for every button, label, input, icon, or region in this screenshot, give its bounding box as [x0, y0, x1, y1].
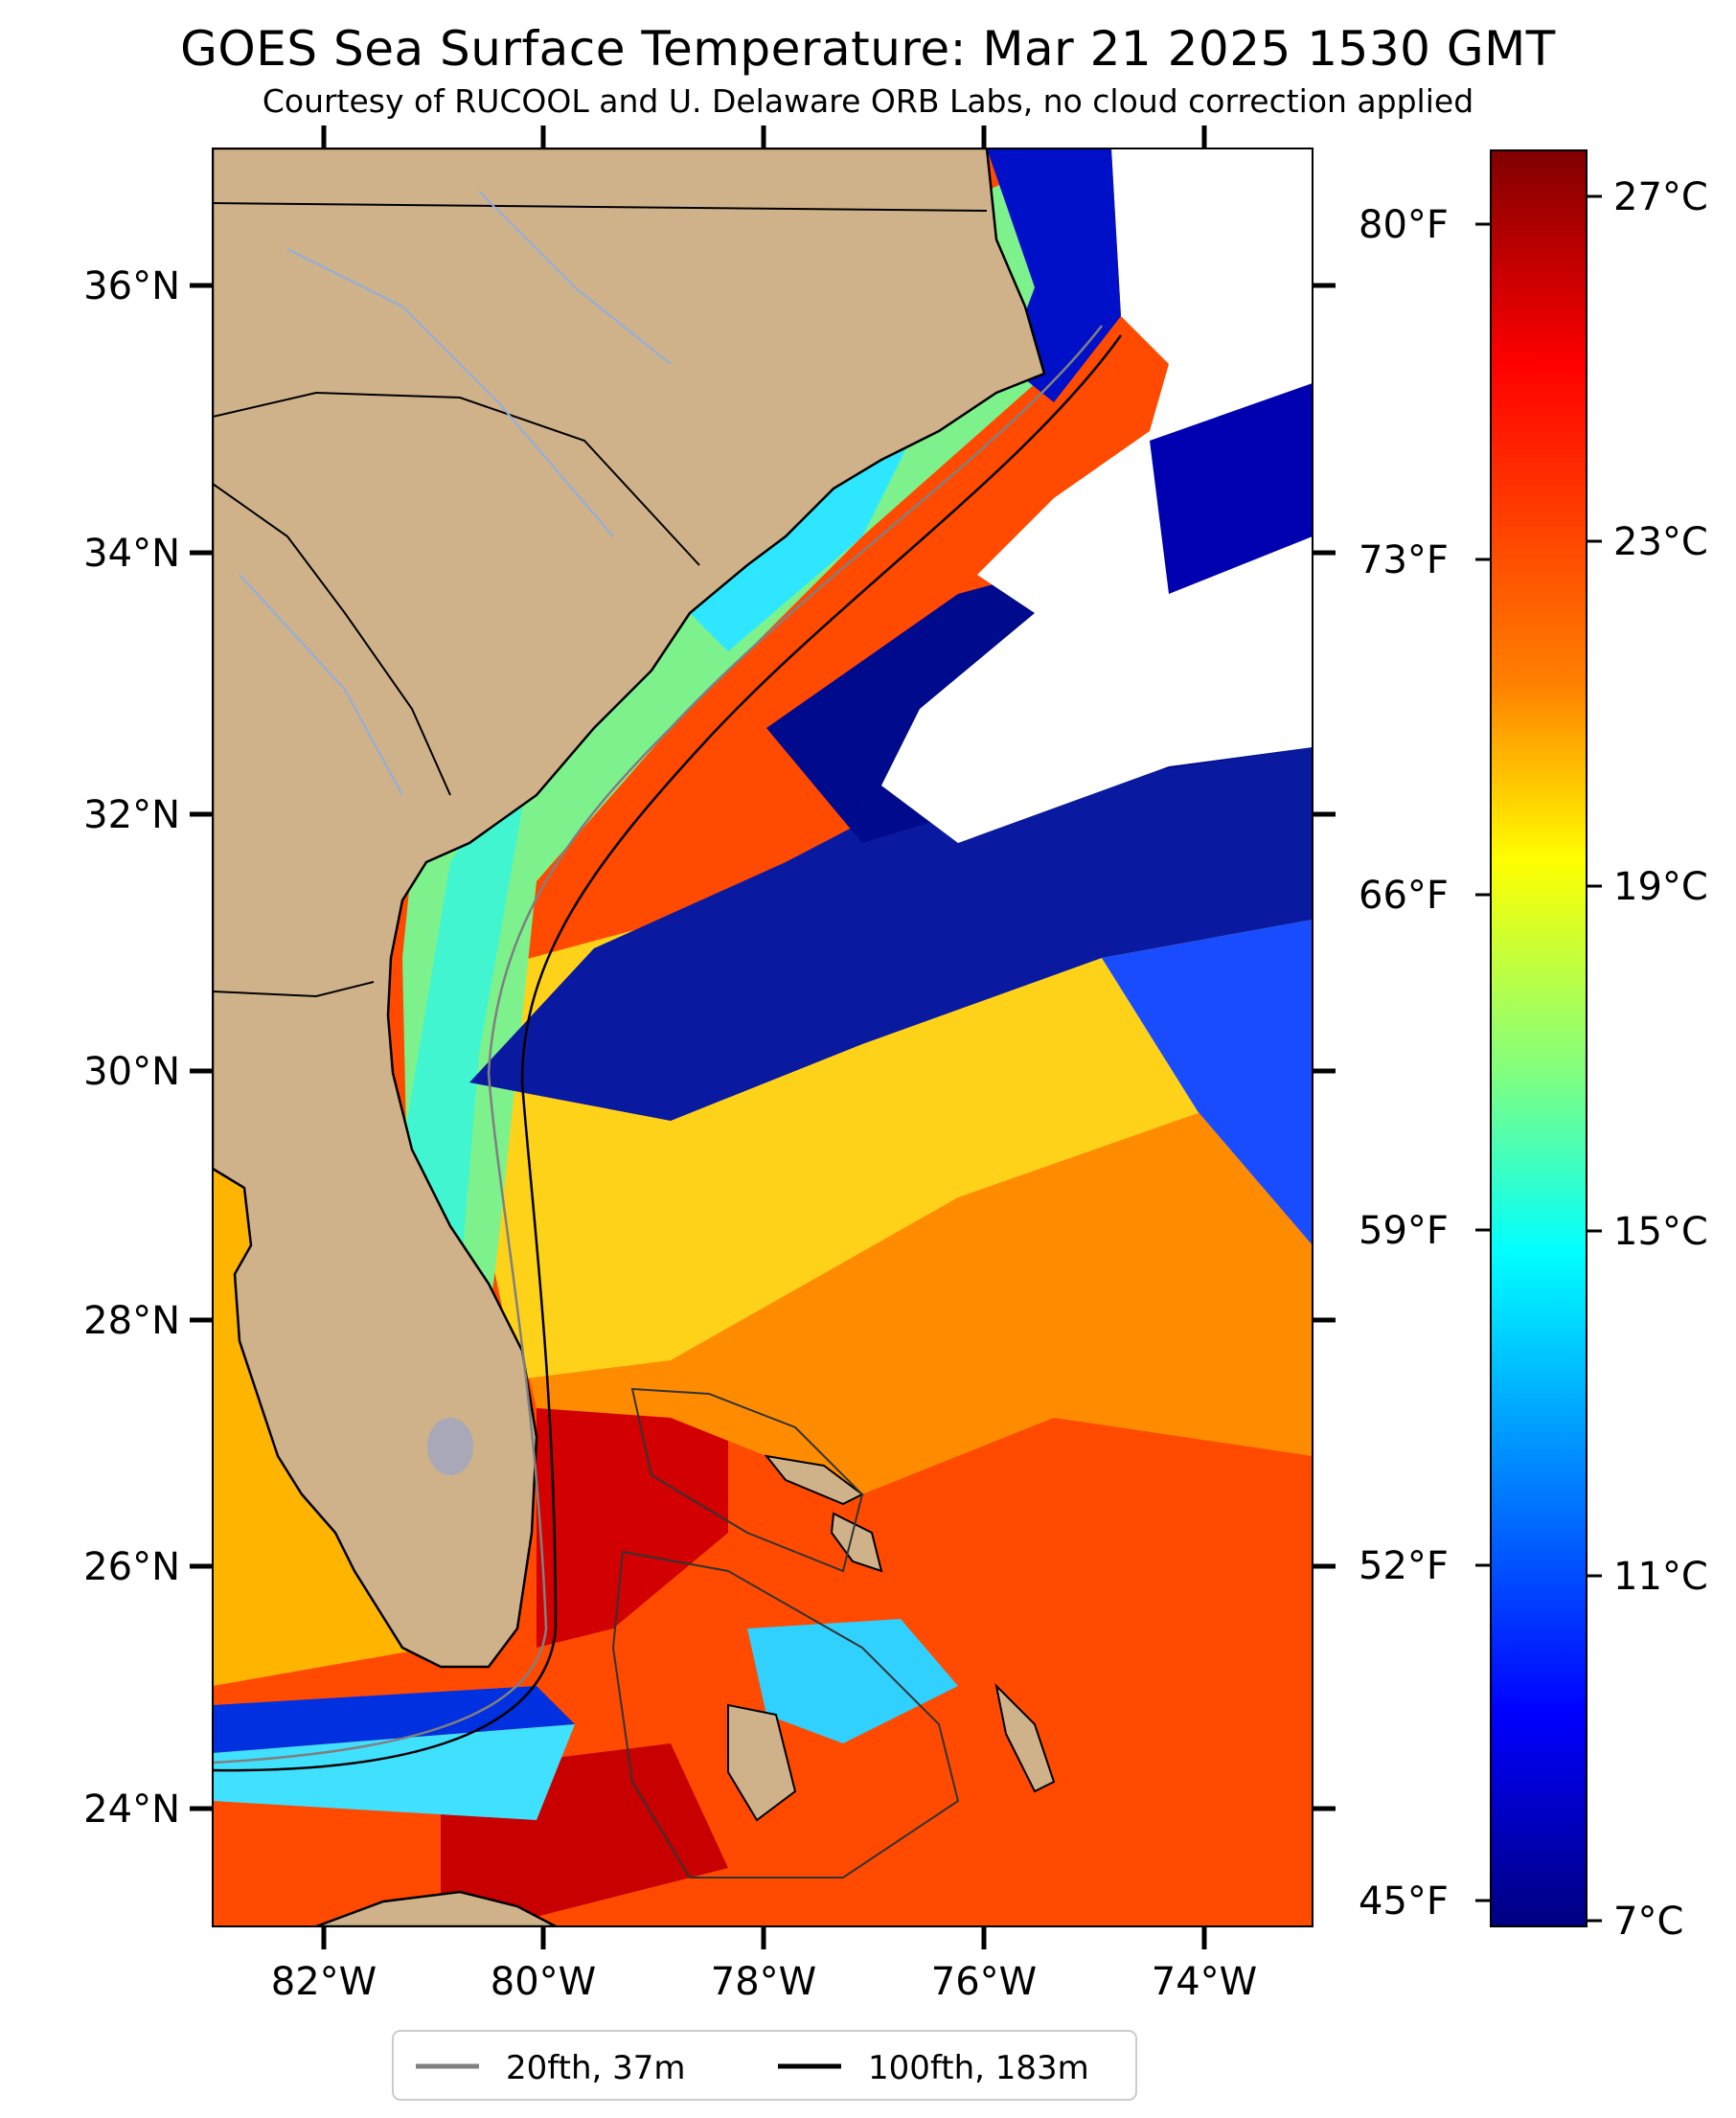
- legend-label-20fth: 20fth, 37m: [506, 2049, 686, 2087]
- contour-20fth: [213, 325, 1103, 1765]
- fahrenheit-label: 73°F: [1359, 538, 1449, 582]
- legend-label-100fth: 100fth, 183m: [868, 2049, 1089, 2087]
- legend: 20fth, 37m 100fth, 183m: [392, 2030, 1137, 2101]
- lake-okeechobee: [427, 1418, 473, 1475]
- lat-label: 26°N: [83, 1545, 180, 1589]
- river: [239, 574, 403, 796]
- lat-label: 34°N: [83, 532, 180, 576]
- sst-region-blue: [1102, 920, 1313, 1245]
- lat-label: 30°N: [83, 1050, 180, 1094]
- cloud-mask: [881, 148, 1313, 843]
- fahrenheit-label: 52°F: [1359, 1544, 1449, 1588]
- contour-100fth: [213, 334, 1123, 1772]
- sst-region-straits: [213, 1724, 575, 1820]
- celsius-label: 11°C: [1613, 1555, 1708, 1599]
- lon-label: 74°W: [1152, 1960, 1257, 2004]
- lon-label: 82°W: [271, 1960, 377, 2004]
- land-abaco: [830, 1512, 883, 1573]
- fahrenheit-label: 66°F: [1359, 874, 1449, 918]
- fahrenheit-label: 80°F: [1359, 203, 1449, 247]
- celsius-ticks: [1587, 194, 1602, 1923]
- celsius-label: 23°C: [1613, 520, 1708, 564]
- celsius-label: 27°C: [1613, 175, 1708, 219]
- celsius-label: 19°C: [1613, 865, 1708, 909]
- celsius-label: 15°C: [1613, 1210, 1708, 1254]
- land-grand-bahama: [764, 1454, 864, 1506]
- sst-region-bahamas-cyan: [747, 1619, 958, 1743]
- lat-ticks: [190, 283, 1336, 1811]
- state-border: [213, 483, 451, 796]
- land-eleuthera: [994, 1682, 1056, 1793]
- chart-subtitle: Courtesy of RUCOOL and U. Delaware ORB L…: [262, 82, 1474, 120]
- state-border: [213, 391, 700, 566]
- state-border: [213, 981, 375, 998]
- sst-region-straits-cold: [213, 1686, 575, 1753]
- fahrenheit-label: 59°F: [1359, 1209, 1449, 1253]
- lat-label: 24°N: [83, 1788, 180, 1832]
- sst-region-cold-plume: [469, 728, 1313, 1121]
- river: [478, 191, 672, 365]
- lat-label: 32°N: [83, 793, 180, 837]
- land-us-southeast: [213, 148, 1046, 1669]
- lat-label: 36°N: [83, 264, 180, 308]
- fahrenheit-label: 45°F: [1359, 1879, 1449, 1924]
- sst-region-cold-north: [1150, 383, 1313, 594]
- lon-ticks: [321, 125, 1207, 1949]
- lon-label: 78°W: [711, 1960, 816, 2004]
- sst-region-deep-red: [537, 1399, 728, 1648]
- contour-100fth: [611, 1550, 960, 1879]
- river: [286, 248, 614, 537]
- celsius-label: 7°C: [1613, 1900, 1683, 1944]
- land-andros: [727, 1703, 797, 1822]
- land-cuba: [315, 1890, 557, 1926]
- fahrenheit-ticks: [1475, 222, 1491, 1902]
- chart-title: GOES Sea Surface Temperature: Mar 21 202…: [180, 21, 1556, 77]
- lon-label: 80°W: [491, 1960, 596, 2004]
- lon-label: 76°W: [931, 1960, 1037, 2004]
- lat-label: 28°N: [83, 1299, 180, 1343]
- sst-map: [213, 148, 1313, 1926]
- state-border: [213, 202, 988, 212]
- colorbar: [1490, 149, 1588, 1927]
- contour-100fth: [630, 1387, 864, 1573]
